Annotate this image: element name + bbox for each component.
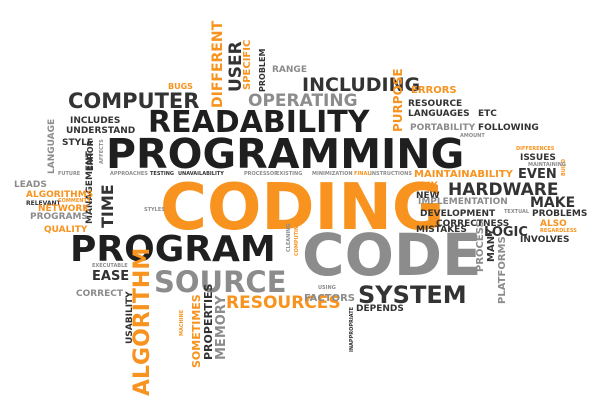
word-differences: DIFFERENCES [516,146,555,152]
word-leads: LEADS [14,180,47,190]
word-problem: PROBLEM [258,48,267,92]
word-involves: INVOLVES [520,235,570,245]
word-quality: QUALITY [44,225,88,235]
word-approaches: APPROACHES [110,171,148,177]
word-computer: COMPUTER [68,89,200,113]
word-instructions: INSTRUCTIONS [370,171,412,177]
word-logic: LOGIC [484,225,528,240]
word-processor: PROCESSOR [244,171,278,177]
word-sometimes: SOMETIMES [190,294,203,368]
word-factors: FACTORS [304,293,355,304]
word-mistakes: MISTAKES [416,225,467,235]
word-testing: TESTING [150,171,174,177]
word-machine: MACHINE [179,309,185,336]
word-comments: COMMENTS [58,198,91,204]
word-etc: ETC [478,109,497,119]
word-unavailability: UNAVAILABILITY [178,171,224,177]
word-algorithms: ALGORITHMS [26,190,94,200]
word-languages: LANGUAGES [408,109,470,119]
word-resource: RESOURCE [408,99,463,109]
word-following: FOLLOWING [478,123,539,133]
word-different: DIFFERENT [210,20,226,108]
word-textual: TEXTUAL [504,209,530,215]
word-also: ALSO [540,219,567,229]
word-development: DEVELOPMENT [420,209,496,219]
word-coding: CODING [160,171,445,245]
word-system: SYSTEM [358,281,467,309]
word-errors: ERRORS [411,85,457,96]
word-operating: OPERATING [248,91,358,111]
word-understand: UNDERSTAND [66,126,136,136]
word-future: FUTURE [58,171,81,177]
word-memory: MEMORY [214,295,229,360]
word-implementation: IMPLEMENTATION [418,197,508,207]
word-specific: SPECIFIC [242,39,253,90]
word-resources: RESOURCES [226,293,341,313]
word-program: PROGRAM [70,229,276,270]
word-new: NEW [416,191,440,201]
word-ease: EASE [92,269,130,284]
word-correct: CORRECT [76,289,124,299]
word-depends: DEPENDS [356,304,404,314]
word-inappropriate: INAPPROPRIATE [349,306,355,352]
word-includes: INCLUDES [70,116,121,126]
word-programs: PROGRAMS [30,212,88,222]
word-maintaining: MAINTAINING [528,162,566,168]
word-amount: AMOUNT [460,133,485,139]
word-using: USING [318,285,336,291]
word-code: CODE [302,221,482,289]
word-issues: ISSUES [520,153,556,163]
word-style: STYLE [62,138,94,148]
word-final: FINAL [354,171,371,177]
word-even: EVEN [518,167,557,182]
word-minimization: MINIMIZATION [312,171,353,177]
word-problems: PROBLEMS [532,209,588,219]
word-cleaning: CLEANING [286,223,292,252]
word-maintainability: MAINTAINABILITY [414,169,513,180]
word-algorithm: ALGORITHM [130,247,155,396]
word-existing: EXISTING [276,171,303,177]
word-regardless: REGARDLESS [540,228,577,234]
word-platforms: PLATFORMS [497,236,508,304]
word-bugs: BUGS [168,82,193,91]
word-readability: READABILITY [148,105,370,140]
word-portability: PORTABILITY [410,123,476,133]
word-language: LANGUAGE [47,118,57,174]
word-styles: STYLES [144,207,165,213]
word-hardware: HARDWARE [448,180,559,200]
word-computing: COMPUTING [294,221,300,256]
word-relevant: RELEVANT [26,200,61,207]
word-executable: EXECUTABLE [92,263,128,269]
word-may: MAY [416,181,438,191]
word-time: TIME [98,184,117,228]
word-usability: USABILITY [125,291,135,344]
word-range: RANGE [272,65,307,75]
word-properties: PROPERTIES [202,283,215,360]
word-including: INCLUDING [302,74,421,96]
word-affects: AFFECTS [99,139,105,164]
word-programming: PROGRAMMING [106,130,465,178]
word-source: SOURCE [154,265,287,299]
word-network: NETWORK [38,204,90,214]
word-make: MAKE [530,195,576,211]
word-purpose: PURPOSE [391,68,405,132]
word-correctness: CORRECTNESS [436,219,510,229]
